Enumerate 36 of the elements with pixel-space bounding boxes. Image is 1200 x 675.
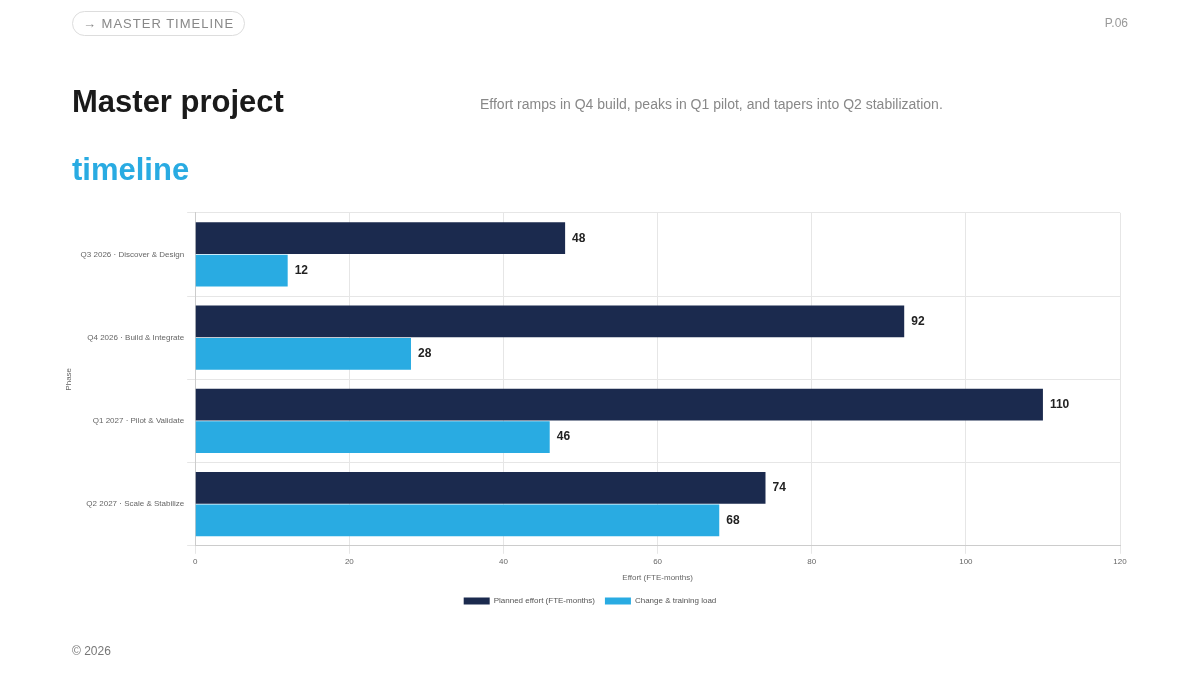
bar (195, 338, 411, 370)
bar (195, 305, 905, 338)
x-tick-label: 120 (1113, 556, 1128, 566)
x-tick-label: 0 (192, 556, 198, 566)
data-label: 110 (1049, 397, 1070, 411)
legend-label: Change & training load (634, 596, 717, 606)
y-tick-label: Q1 2027 · Pilot & Validate (92, 416, 185, 426)
text: → MASTER TIMELINE (72, 11, 246, 36)
data-label: 48 (572, 230, 586, 245)
data-label: 28 (417, 346, 432, 361)
chart-subtitle: Effort ramps in Q4 build, peaks in Q1 pilot, and tapers into Q2 stabilization. (480, 96, 943, 112)
x-tick-label: 20 (344, 556, 355, 566)
bar (195, 472, 766, 504)
bar (195, 421, 550, 454)
data-label: 68 (726, 512, 740, 527)
text: © 2026 (72, 644, 111, 658)
data-label: 92 (911, 313, 925, 328)
y-tick-label: Q2 2027 · Scale & Stabilize (86, 499, 185, 509)
y-tick-label: Q4 2026 · Build & Integrate (87, 332, 185, 342)
data-label: 12 (294, 262, 309, 277)
data-label: 74 (772, 480, 787, 495)
y-tick-label: Q3 2026 · Discover & Design (80, 249, 185, 259)
legend-label: Planned effort (FTE-months) (493, 596, 596, 606)
bar (195, 388, 1043, 421)
x-tick-label: 80 (807, 556, 817, 566)
chart-title: Master project timeline (72, 84, 285, 189)
data-label: 46 (556, 429, 571, 444)
bar (195, 254, 288, 287)
x-tick-label: 60 (653, 556, 663, 566)
x-tick-label: 100 (959, 556, 974, 566)
x-tick-label: 40 (499, 556, 509, 566)
x-axis-title: Effort (FTE-months) (622, 573, 694, 583)
bar (195, 504, 720, 537)
y-axis-title: Phase (64, 367, 73, 391)
bar (195, 222, 566, 255)
text: P.06 (1104, 16, 1128, 30)
